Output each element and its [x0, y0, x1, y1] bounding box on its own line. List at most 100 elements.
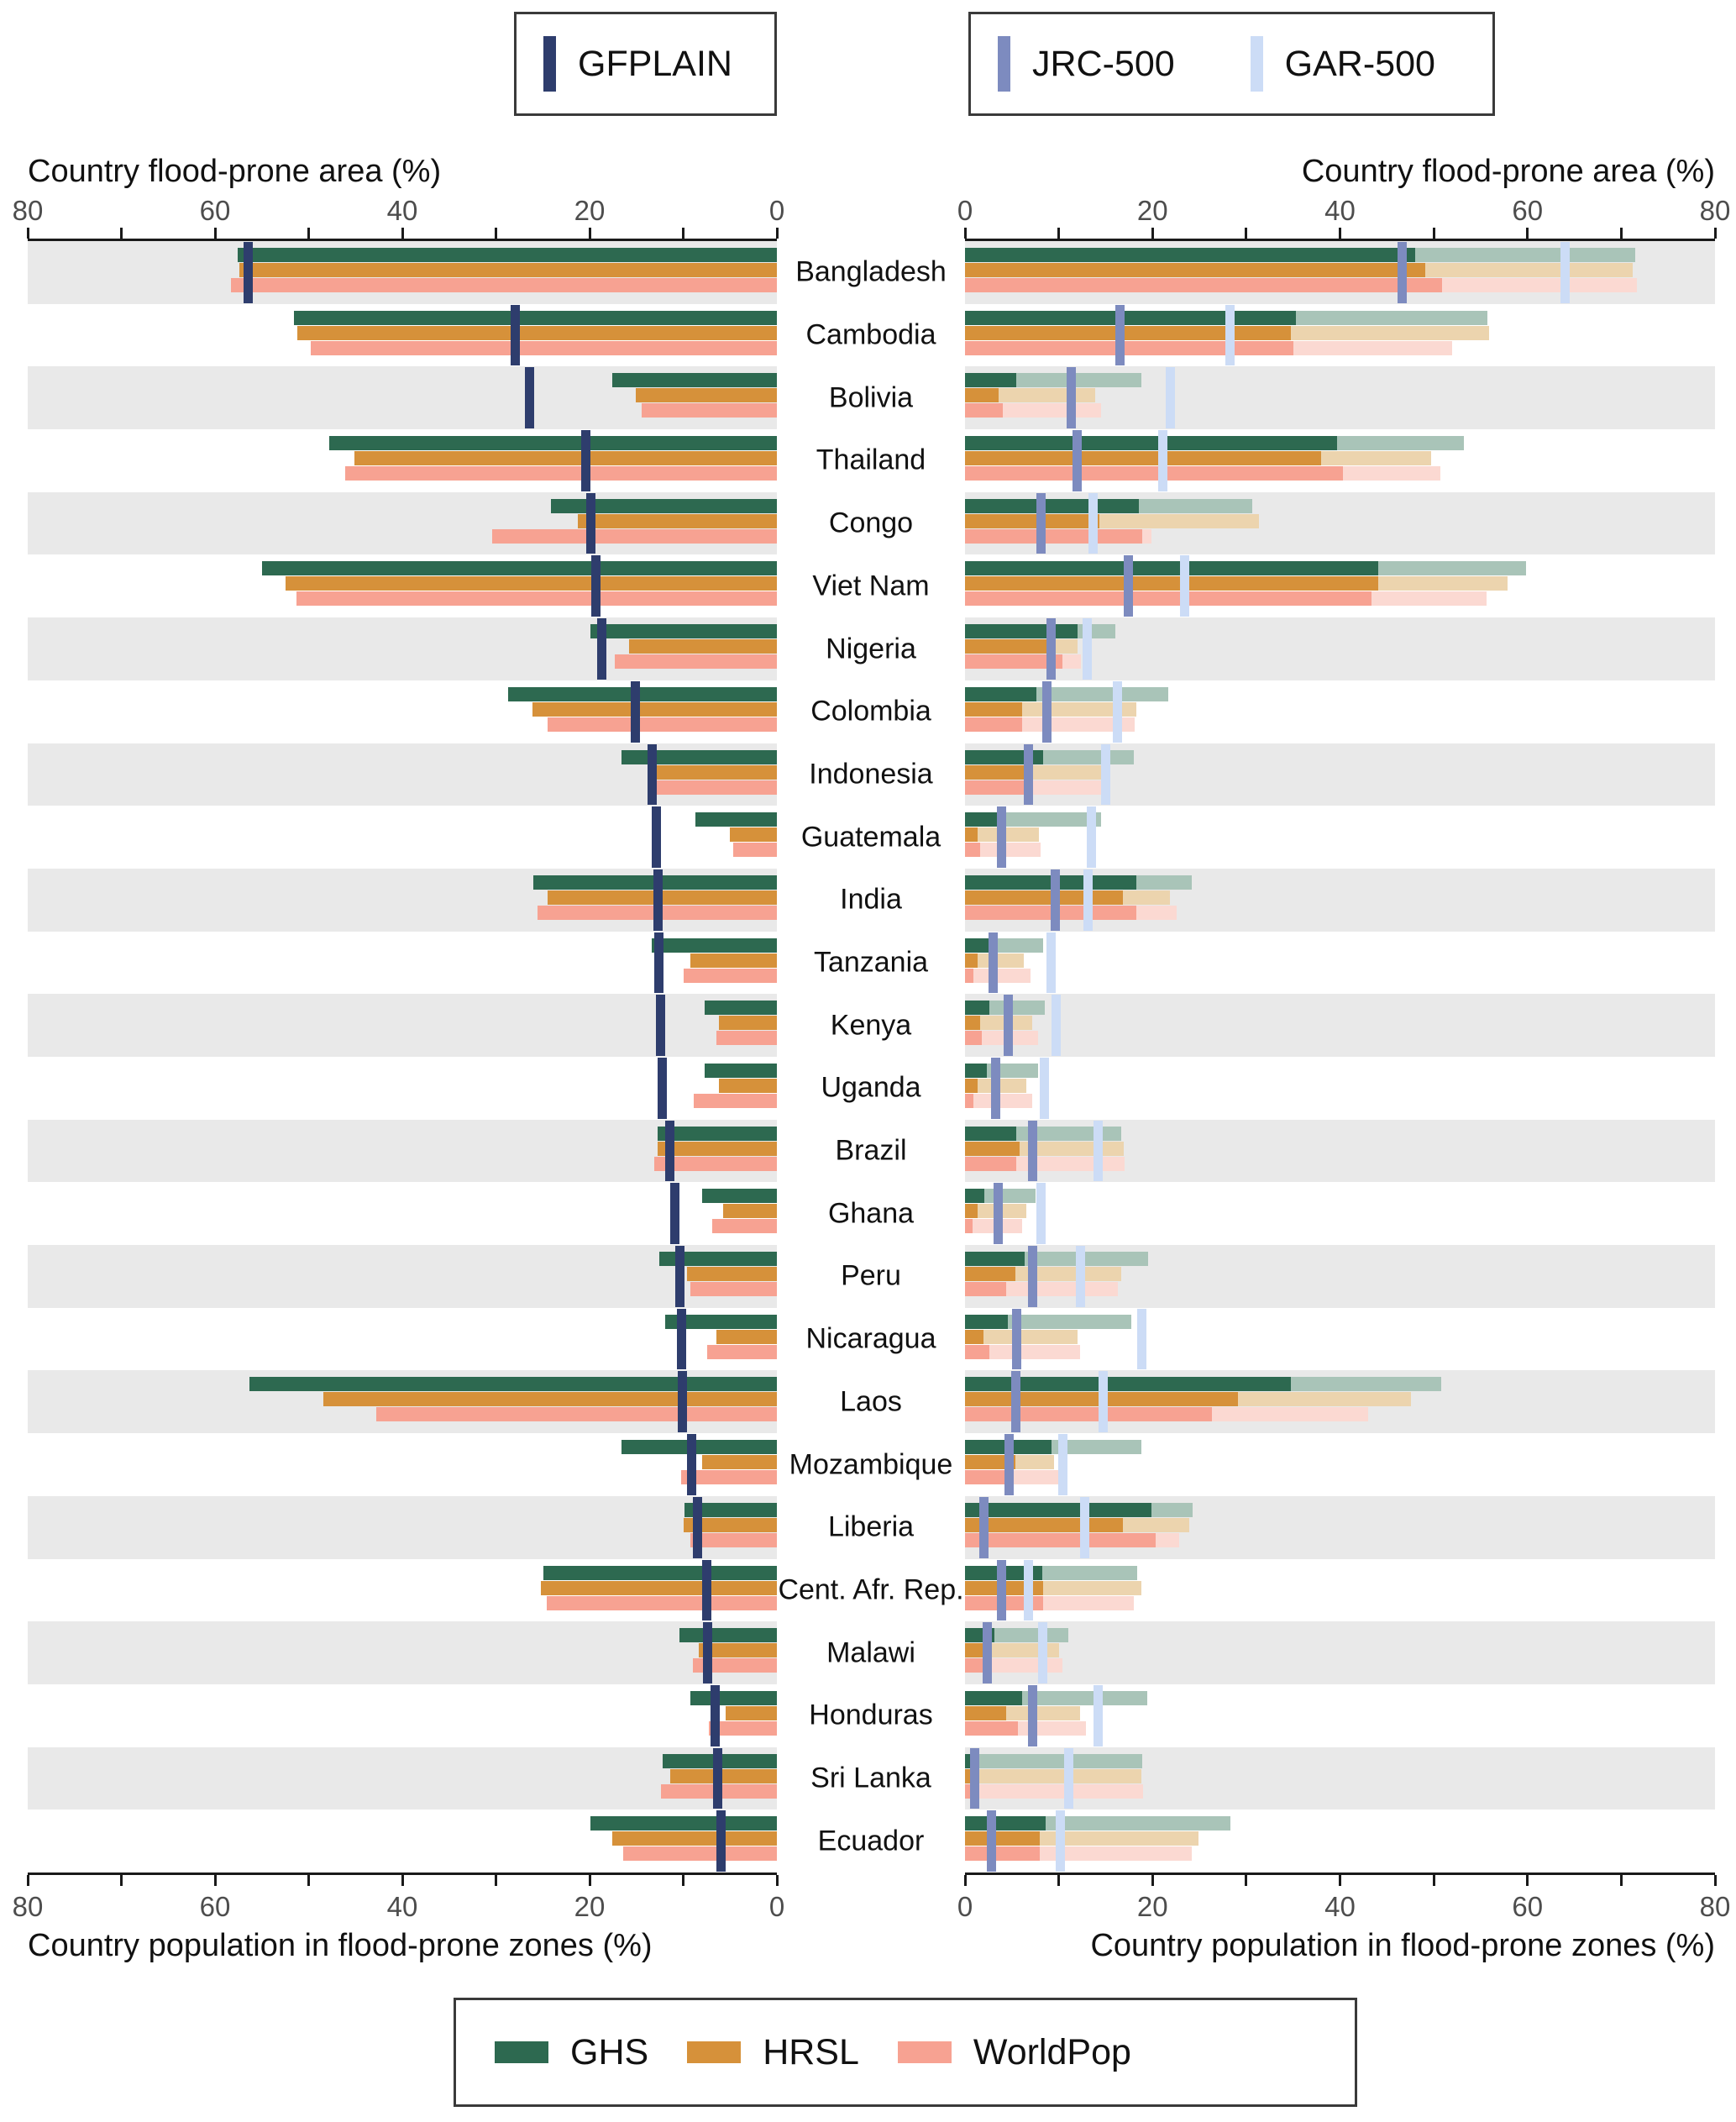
bar-right-hrsl-solid-viet-nam [965, 576, 1379, 591]
top-axis-tick-right-60 [1526, 228, 1529, 239]
tick-gfplain-thailand [581, 430, 591, 491]
tick-gar500-nicaragua [1137, 1308, 1147, 1370]
top-axis-tick-right-0 [963, 228, 967, 239]
bar-left-ghs-tanzania [651, 938, 777, 953]
tick-gar500-brazil [1094, 1120, 1103, 1182]
country-label-mozambique: Mozambique [789, 1448, 953, 1480]
tick-jrc500-tanzania [988, 932, 998, 994]
bar-left-worldpop-kenya [716, 1031, 777, 1046]
top-axis-ticklabel-right-40: 40 [1324, 195, 1356, 226]
top-axis-tick-left-10 [682, 228, 684, 239]
tick-gfplain-ghana [669, 1183, 679, 1245]
bar-right-worldpop-solid-laos [965, 1407, 1212, 1422]
bar-left-ghs-liberia [684, 1502, 777, 1517]
bar-right-worldpop-solid-thailand [965, 466, 1343, 481]
bar-left-ghs-laos [249, 1377, 777, 1392]
tick-gfplain-nicaragua [676, 1308, 686, 1370]
bar-left-ghs-honduras [690, 1690, 777, 1705]
country-label-sri-lanka: Sri Lanka [810, 1762, 931, 1794]
bar-right-hrsl-faded-honduras [1006, 1705, 1081, 1720]
bottom-axis-ticklabel-right-80: 80 [1699, 1891, 1731, 1922]
bar-right-ghs-faded-honduras [1022, 1690, 1147, 1705]
bar-right-hrsl-faded-bolivia [999, 388, 1096, 403]
bar-right-hrsl-solid-guatemala [965, 827, 978, 843]
bar-right-worldpop-solid-viet-nam [965, 591, 1372, 607]
top-axis-tick-left-20 [588, 228, 591, 239]
tick-jrc500-nigeria [1046, 618, 1057, 680]
bar-right-worldpop-faded-bolivia [1002, 403, 1101, 418]
country-label-cambodia: Cambodia [805, 318, 936, 351]
bar-left-hrsl-cambodia [297, 325, 777, 340]
country-label-bolivia: Bolivia [828, 381, 914, 414]
gar500-legend-label: GAR-500 [1284, 43, 1435, 84]
tick-jrc500-indonesia [1024, 743, 1034, 806]
country-label-malawi: Malawi [826, 1636, 915, 1669]
country-label-liberia: Liberia [827, 1510, 915, 1543]
bar-right-worldpop-faded-peru [1006, 1282, 1118, 1297]
bar-right-ghs-faded-colombia [1036, 686, 1169, 701]
bottom-axis-tick-right-10 [1057, 1875, 1061, 1886]
bar-right-ghs-faded-mozambique [1051, 1440, 1141, 1455]
bar-right-worldpop-solid-congo [965, 528, 1142, 544]
tick-gar500-viet-nam [1179, 555, 1189, 617]
bar-left-hrsl-malawi [699, 1643, 777, 1658]
bar-left-hrsl-bangladesh [239, 263, 777, 277]
bar-right-ghs-solid-guatemala [965, 812, 1003, 827]
top-axis-tick-left-50 [307, 228, 310, 239]
bar-right-ghs-faded-cambodia [1296, 310, 1487, 325]
country-label-honduras: Honduras [809, 1699, 933, 1731]
row-stripe-left-malawi [28, 1621, 777, 1684]
tick-jrc500-india [1050, 869, 1060, 931]
tick-gfplain-ecuador [716, 1810, 726, 1872]
bar-right-worldpop-faded-malawi [984, 1658, 1063, 1673]
top-axis-tick-left-60 [213, 228, 217, 239]
tick-jrc500-ghana [993, 1183, 1003, 1245]
country-label-laos: Laos [840, 1385, 902, 1418]
tick-gfplain-colombia [631, 680, 641, 743]
bottom-axis-tick-right-70 [1619, 1875, 1623, 1886]
tick-jrc500-thailand [1073, 430, 1083, 491]
tick-gar500-bolivia [1165, 367, 1175, 429]
bottom-axis-tick-right-20 [1151, 1875, 1154, 1886]
country-label-india: India [840, 883, 902, 916]
bottom-axis-ticklabel-right-60: 60 [1512, 1891, 1544, 1922]
bottom-axis-tick-right-60 [1526, 1875, 1529, 1886]
bottom-axis-tick-right-30 [1245, 1875, 1248, 1886]
country-label-cent-afr-rep: Cent. Afr. Rep. [778, 1573, 964, 1606]
tick-jrc500-sri-lanka [969, 1747, 979, 1809]
tick-gar500-tanzania [1046, 932, 1057, 994]
bar-right-worldpop-faded-indonesia [1033, 780, 1104, 795]
bar-left-hrsl-ghana [723, 1204, 777, 1219]
tick-gfplain-guatemala [651, 806, 661, 868]
tick-gar500-cent-afr-rep [1024, 1559, 1034, 1621]
top-axis-tick-left-80 [26, 228, 29, 239]
top-axis-title-right: Country flood-prone area (%) [1301, 154, 1715, 189]
bar-left-ghs-colombia [507, 686, 777, 701]
row-stripe-left-liberia [28, 1495, 777, 1559]
bar-right-worldpop-solid-tanzania [965, 968, 974, 983]
top-axis-tick-left-30 [495, 228, 497, 239]
bar-left-ghs-indonesia [621, 749, 777, 764]
bar-right-hrsl-faded-sri-lanka [969, 1768, 1141, 1783]
bottom-axis-tick-left-60 [213, 1875, 217, 1886]
bar-right-ghs-faded-bolivia [1016, 373, 1141, 388]
jrc500-legend-label: JRC-500 [1032, 43, 1175, 84]
bar-right-hrsl-faded-india [1122, 890, 1171, 905]
tick-gar500-malawi [1038, 1622, 1048, 1683]
bar-right-worldpop-solid-sri-lanka [965, 1783, 972, 1799]
country-label-congo: Congo [828, 507, 914, 539]
bottom-axis-tick-left-0 [775, 1875, 779, 1886]
tick-gar500-kenya [1051, 995, 1061, 1056]
bar-right-ghs-solid-peru [965, 1252, 1025, 1267]
bar-left-hrsl-colombia [532, 701, 777, 717]
row-stripe-left-brazil [28, 1119, 777, 1183]
bar-left-ghs-congo [551, 498, 777, 513]
bottom-axis-ticklabel-right-40: 40 [1324, 1891, 1356, 1922]
tick-gar500-honduras [1094, 1684, 1103, 1746]
country-label-nicaragua: Nicaragua [805, 1322, 936, 1355]
legend-population-datasets-box: GHS HRSL WorldPop [454, 1998, 1357, 2107]
bar-left-worldpop-guatemala [732, 843, 777, 858]
bar-left-hrsl-nicaragua [716, 1329, 777, 1344]
bar-right-ghs-faded-bangladesh [1414, 248, 1636, 262]
